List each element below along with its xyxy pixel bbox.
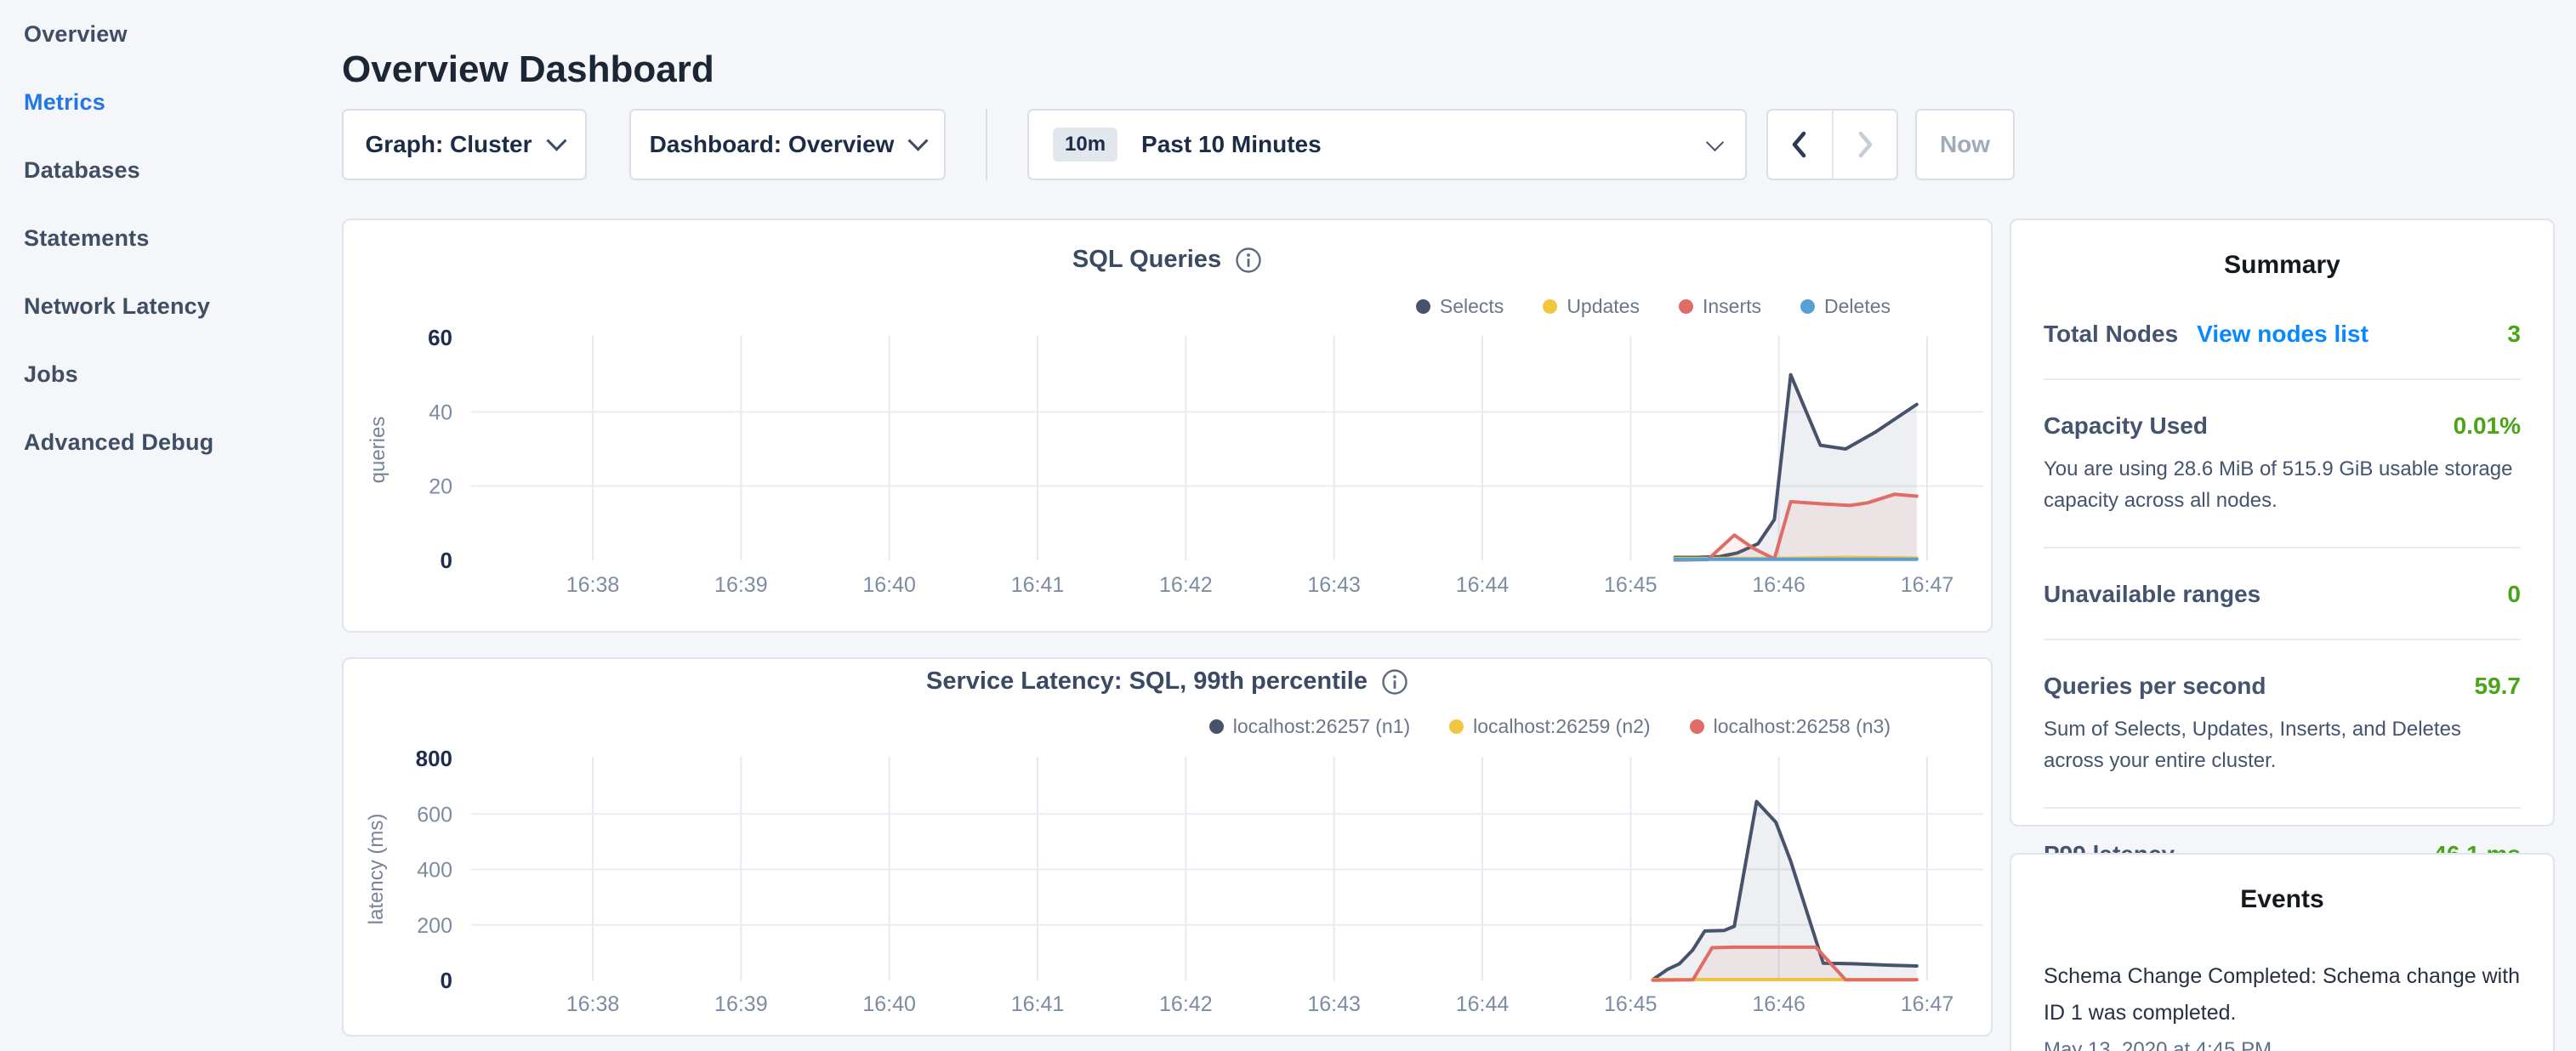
summary-row-description: You are using 28.6 MiB of 515.9 GiB usab… (2044, 453, 2521, 516)
x-tick-label: 16:43 (1307, 992, 1361, 1016)
sidebar: OverviewMetricsDatabasesStatementsNetwor… (0, 0, 340, 1051)
summary-divider (2044, 547, 2521, 548)
sidebar-item-databases[interactable]: Databases (0, 136, 340, 204)
y-tick-label: 400 (417, 859, 452, 883)
events-title: Events (2011, 885, 2553, 914)
x-tick-label: 16:47 (1901, 573, 1954, 597)
sidebar-item-metrics[interactable]: Metrics (0, 68, 340, 136)
prev-time-button[interactable] (1768, 111, 1832, 179)
graph-dropdown-label: Graph: Cluster (365, 131, 532, 158)
event-timestamp: May 13, 2020 at 4:45 PM (2044, 1038, 2521, 1051)
x-tick-label: 16:40 (862, 992, 916, 1016)
time-step-buttons (1766, 109, 1898, 180)
summary-row-queries-per-second: Queries per second 59.7 (2044, 673, 2521, 700)
x-tick-label: 16:44 (1456, 573, 1510, 597)
sidebar-item-overview[interactable]: Overview (0, 0, 340, 68)
y-tick-label: 800 (416, 746, 452, 771)
event-message[interactable]: Schema Change Completed: Schema change w… (2044, 958, 2521, 1031)
chevron-down-icon (1706, 133, 1724, 151)
sidebar-item-advanced-debug[interactable]: Advanced Debug (0, 408, 340, 476)
summary-row-label: Unavailable ranges (2044, 581, 2260, 608)
x-tick-label: 16:43 (1307, 573, 1361, 597)
x-tick-label: 16:40 (862, 573, 916, 597)
view-nodes-list-link[interactable]: View nodes list (2197, 321, 2368, 348)
y-tick-label: 20 (429, 475, 452, 499)
summary-row-description: Sum of Selects, Updates, Inserts, and De… (2044, 713, 2521, 776)
sidebar-item-jobs[interactable]: Jobs (0, 340, 340, 408)
series-area-inserts (1675, 494, 1917, 560)
graph-dropdown[interactable]: Graph: Cluster (342, 109, 587, 180)
events-panel: Events Schema Change Completed: Schema c… (2010, 853, 2555, 1051)
summary-row-value: 0.01% (2454, 412, 2521, 440)
x-tick-label: 16:39 (714, 992, 768, 1016)
x-tick-label: 16:42 (1159, 992, 1213, 1016)
x-tick-label: 16:45 (1604, 992, 1658, 1016)
sidebar-item-statements[interactable]: Statements (0, 204, 340, 272)
next-time-button[interactable] (1832, 111, 1897, 179)
x-tick-label: 16:46 (1752, 992, 1805, 1016)
y-tick-label: 200 (417, 914, 452, 938)
summary-row-value: 59.7 (2475, 673, 2522, 700)
summary-row-capacity-used: Capacity Used 0.01% (2044, 412, 2521, 440)
summary-title: Summary (2011, 251, 2553, 280)
y-axis-unit-label: latency (ms) (365, 814, 388, 925)
chevron-right-icon (1855, 129, 1875, 160)
summary-panel: Summary Total Nodes View nodes list 3 Capac… (2010, 219, 2555, 827)
chevron-down-icon (908, 130, 929, 151)
x-tick-label: 16:39 (714, 573, 768, 597)
summary-divider (2044, 378, 2521, 380)
x-tick-label: 16:38 (566, 573, 620, 597)
x-tick-label: 16:41 (1011, 992, 1065, 1016)
x-tick-label: 16:41 (1011, 573, 1065, 597)
service-latency-chart-card: Service Latency: SQL, 99th percentile lo… (342, 657, 1993, 1037)
x-tick-label: 16:47 (1901, 992, 1954, 1016)
x-tick-label: 16:42 (1159, 573, 1213, 597)
y-axis-unit-label: queries (367, 417, 390, 484)
y-tick-label: 40 (429, 401, 452, 424)
time-range-picker[interactable]: 10m Past 10 Minutes (1027, 109, 1747, 180)
y-tick-label: 0 (441, 968, 452, 993)
chevron-left-icon (1789, 129, 1810, 160)
summary-row-label: Queries per second (2044, 673, 2266, 700)
summary-divider (2044, 807, 2521, 809)
sql-queries-chart-card: SQL Queries SelectsUpdatesInsertsDeletes… (342, 219, 1993, 633)
sql-queries-chart[interactable]: 16:38 16:39 16:40 16:41 16:42 16:43 16:44 16:45… (344, 220, 1991, 631)
time-range-badge: 10m (1053, 128, 1117, 162)
x-tick-label: 16:38 (566, 992, 620, 1016)
summary-divider (2044, 639, 2521, 640)
service-latency-chart[interactable]: 16:38 16:39 16:40 16:41 16:42 16:43 16:44 16:45… (344, 659, 1991, 1035)
x-tick-label: 16:44 (1456, 992, 1510, 1016)
summary-row-value: 3 (2507, 321, 2521, 348)
now-button-label: Now (1940, 131, 1990, 158)
page-title: Overview Dashboard (342, 48, 714, 91)
dashboard-dropdown-label: Dashboard: Overview (650, 131, 895, 158)
y-tick-label: 0 (441, 548, 452, 573)
summary-row-label: Capacity Used (2044, 412, 2208, 440)
y-tick-label: 60 (428, 325, 452, 350)
dashboard-dropdown[interactable]: Dashboard: Overview (629, 109, 946, 180)
x-tick-label: 16:45 (1604, 573, 1658, 597)
summary-row-value: 0 (2507, 581, 2521, 608)
chevron-down-icon (546, 130, 566, 151)
summary-row-total-nodes: Total Nodes View nodes list 3 (2044, 321, 2521, 348)
controls-divider (986, 109, 987, 180)
x-tick-label: 16:46 (1752, 573, 1805, 597)
summary-row-label: Total Nodes (2044, 321, 2178, 348)
summary-rows: Total Nodes View nodes list 3 Capacity Used… (2011, 321, 2553, 868)
summary-row-unavailable-ranges: Unavailable ranges 0 (2044, 581, 2521, 608)
page: OverviewMetricsDatabasesStatementsNetwor… (0, 0, 2576, 1051)
events-list: Schema Change Completed: Schema change w… (2011, 936, 2553, 1051)
sidebar-item-network-latency[interactable]: Network Latency (0, 272, 340, 340)
now-button[interactable]: Now (1915, 109, 2015, 180)
time-range-label: Past 10 Minutes (1141, 131, 1709, 158)
y-tick-label: 600 (417, 803, 452, 827)
